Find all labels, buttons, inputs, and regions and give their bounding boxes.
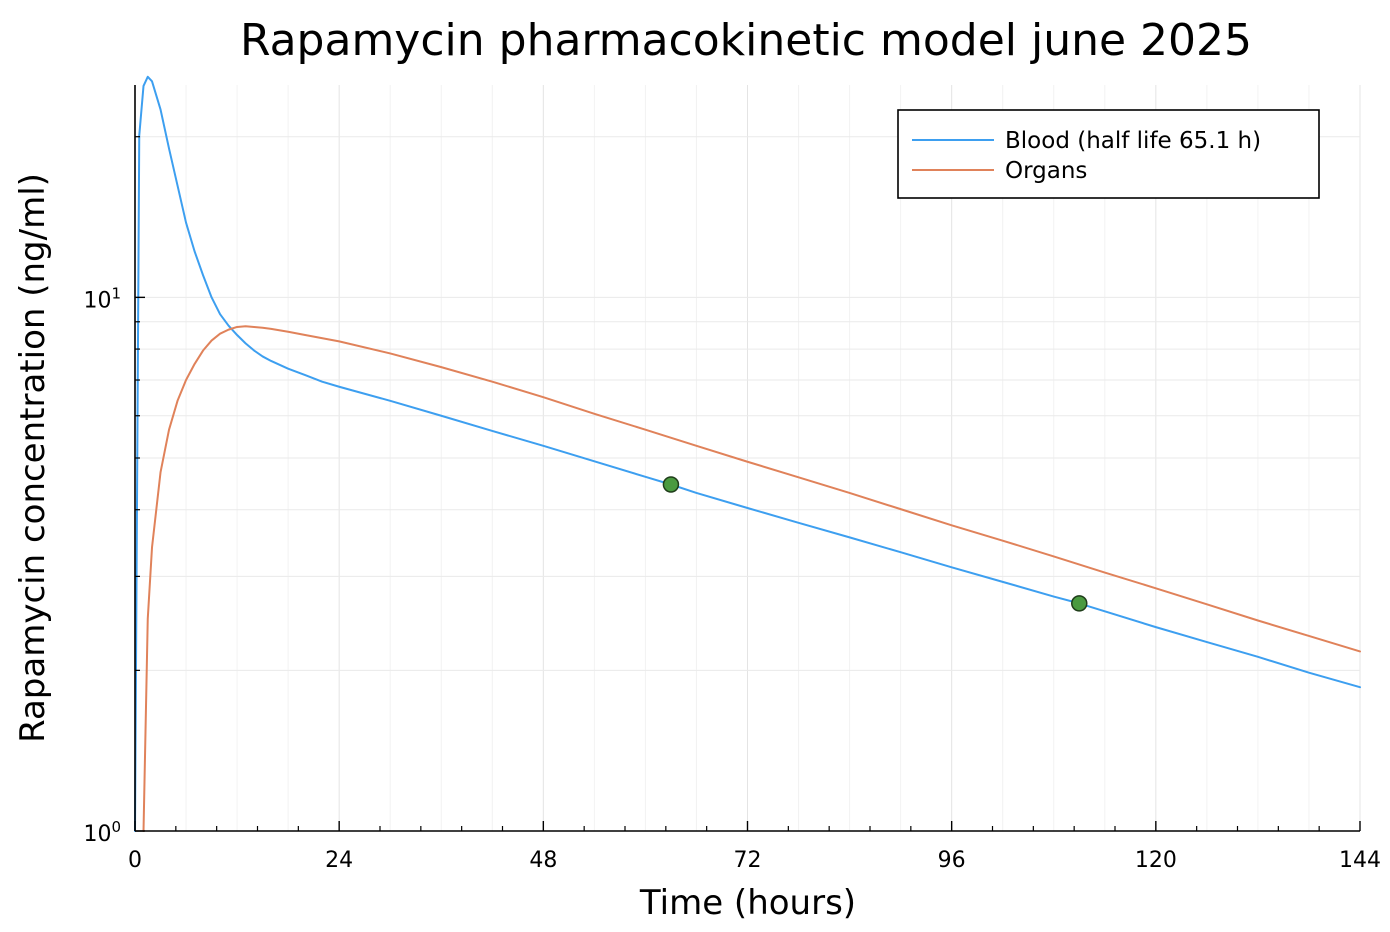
series-line-organs xyxy=(142,325,1361,832)
x-tick-label: 24 xyxy=(325,848,353,873)
x-tick-label: 96 xyxy=(938,848,966,873)
y-tick-base: 10 xyxy=(83,288,111,313)
y-tick-label: 100 xyxy=(83,818,121,847)
series-line-blood xyxy=(134,75,1361,832)
y-axis-label: Rapamycin concentration (ng/ml) xyxy=(13,173,53,743)
grid-lines xyxy=(134,85,1361,831)
legend-label: Organs xyxy=(1005,158,1087,184)
axes-group xyxy=(134,85,1361,832)
legend-box xyxy=(897,109,1320,199)
series-group xyxy=(134,75,1361,832)
x-tick-label: 0 xyxy=(128,848,142,873)
y-tick-label: 101 xyxy=(83,284,121,313)
markers-group xyxy=(662,476,1088,612)
x-tick-labels: 0 24 48 72 96 120 144 xyxy=(128,848,1381,873)
x-tick-label: 120 xyxy=(1135,848,1177,873)
data-point-marker xyxy=(662,476,680,493)
y-tick-exponent: 0 xyxy=(111,818,121,836)
x-tick-label: 72 xyxy=(734,848,762,873)
x-tick-label: 144 xyxy=(1339,848,1381,873)
data-point-marker xyxy=(1071,595,1088,612)
y-tick-base: 10 xyxy=(83,822,111,847)
legend-label: Blood (half life 65.1 h) xyxy=(1005,128,1261,154)
x-axis-label: Time (hours) xyxy=(639,883,856,923)
legend: Blood (half life 65.1 h) Organs xyxy=(897,109,1320,199)
x-tick-label: 48 xyxy=(529,848,557,873)
chart-title: Rapamycin pharmacokinetic model june 202… xyxy=(240,15,1252,66)
y-tick-exponent: 1 xyxy=(111,284,121,302)
